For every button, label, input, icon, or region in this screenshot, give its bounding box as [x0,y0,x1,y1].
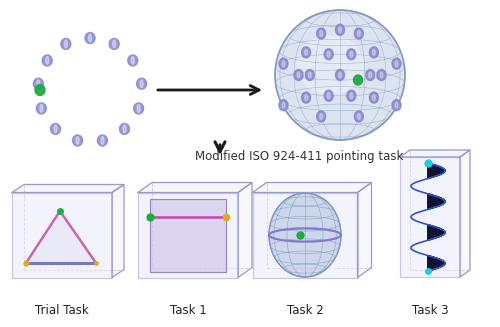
FancyBboxPatch shape [400,157,460,277]
Ellipse shape [395,61,398,67]
Ellipse shape [275,10,405,140]
Ellipse shape [320,30,322,37]
FancyBboxPatch shape [12,193,112,278]
Ellipse shape [88,34,92,42]
Ellipse shape [298,36,362,94]
Ellipse shape [306,70,314,80]
Ellipse shape [109,39,119,49]
Ellipse shape [85,32,95,43]
Text: Modified ISO 924-411 pointing task: Modified ISO 924-411 pointing task [195,150,404,163]
Ellipse shape [282,102,285,108]
Ellipse shape [120,123,130,134]
Polygon shape [12,184,124,193]
Ellipse shape [269,193,341,277]
Polygon shape [26,211,96,263]
Ellipse shape [358,113,360,119]
Polygon shape [460,150,470,277]
Ellipse shape [140,80,143,88]
Ellipse shape [36,103,46,114]
Polygon shape [252,182,372,193]
Ellipse shape [370,47,378,58]
Text: Task 3: Task 3 [412,303,449,317]
Ellipse shape [392,58,401,69]
Ellipse shape [324,49,333,60]
Ellipse shape [37,80,40,88]
Ellipse shape [336,24,344,35]
Ellipse shape [372,49,376,55]
Polygon shape [112,184,124,278]
Polygon shape [358,182,372,278]
Ellipse shape [54,125,57,133]
Ellipse shape [302,92,310,103]
Text: Task 2: Task 2 [286,303,324,317]
Ellipse shape [42,55,52,66]
Polygon shape [150,198,226,271]
Ellipse shape [380,72,383,78]
FancyBboxPatch shape [252,193,358,278]
Ellipse shape [98,135,108,146]
Ellipse shape [370,92,378,103]
Ellipse shape [112,40,116,48]
Ellipse shape [316,28,326,39]
Ellipse shape [347,90,356,101]
Ellipse shape [354,75,362,85]
Ellipse shape [304,95,308,101]
Ellipse shape [368,72,372,78]
Ellipse shape [354,111,364,122]
FancyBboxPatch shape [138,193,238,278]
Ellipse shape [304,49,308,55]
Ellipse shape [336,70,344,80]
Ellipse shape [294,70,303,80]
Ellipse shape [327,93,330,99]
Ellipse shape [347,49,356,60]
Ellipse shape [324,90,333,101]
Ellipse shape [350,93,353,99]
Ellipse shape [358,30,360,37]
Ellipse shape [366,70,374,80]
Ellipse shape [35,84,45,95]
Ellipse shape [308,72,312,78]
Ellipse shape [123,125,126,133]
Ellipse shape [279,100,288,111]
Ellipse shape [136,78,146,89]
Ellipse shape [282,61,285,67]
Ellipse shape [72,135,83,146]
Text: Trial Task: Trial Task [35,303,89,317]
Ellipse shape [34,78,43,89]
Ellipse shape [350,51,353,57]
Ellipse shape [134,103,143,114]
Ellipse shape [316,111,326,122]
Ellipse shape [279,58,288,69]
Polygon shape [138,182,252,193]
Ellipse shape [297,72,300,78]
Polygon shape [400,150,470,157]
Ellipse shape [338,72,342,78]
Ellipse shape [327,51,330,57]
Ellipse shape [50,123,60,134]
Ellipse shape [128,55,138,66]
Ellipse shape [61,39,71,49]
Ellipse shape [395,102,398,108]
Ellipse shape [132,57,134,64]
Ellipse shape [338,27,342,33]
Ellipse shape [64,40,68,48]
Ellipse shape [101,136,104,145]
Ellipse shape [302,47,310,58]
Ellipse shape [392,100,401,111]
Ellipse shape [137,104,140,112]
Polygon shape [238,182,252,278]
Ellipse shape [40,104,43,112]
Ellipse shape [76,136,79,145]
Ellipse shape [372,95,376,101]
Ellipse shape [320,113,322,119]
Text: Task 1: Task 1 [170,303,206,317]
Ellipse shape [354,28,364,39]
Ellipse shape [377,70,386,80]
Ellipse shape [46,57,48,64]
